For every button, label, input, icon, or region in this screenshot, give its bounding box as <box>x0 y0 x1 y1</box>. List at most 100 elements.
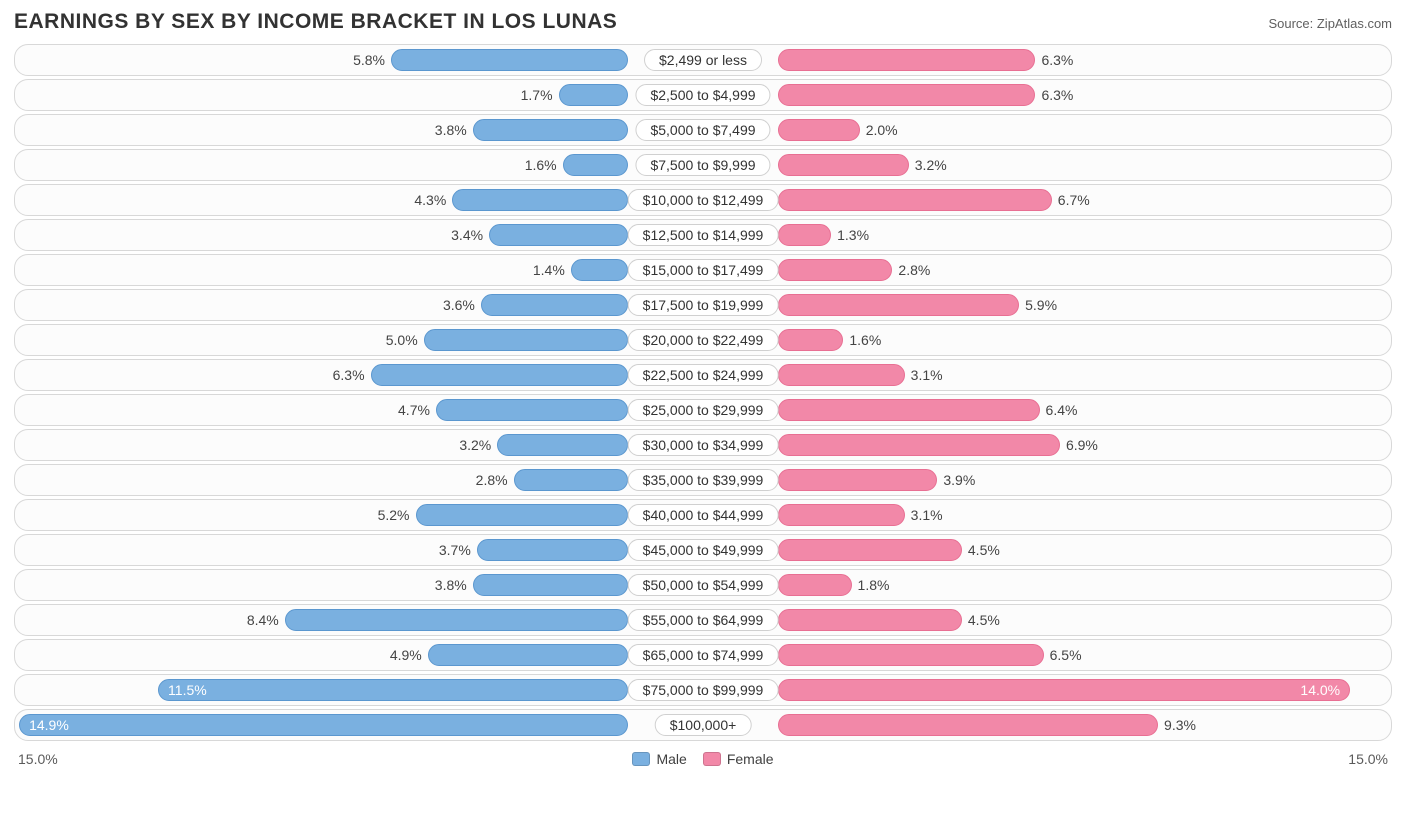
bracket-label: $100,000+ <box>655 714 752 736</box>
male-bar <box>514 469 628 491</box>
female-bar <box>778 399 1040 421</box>
bracket-label: $5,000 to $7,499 <box>635 119 770 141</box>
row-center: $55,000 to $64,999 <box>628 605 779 635</box>
male-bar <box>424 329 628 351</box>
female-value-label: 1.6% <box>843 325 887 355</box>
female-value-label: 4.5% <box>962 535 1006 565</box>
male-bar <box>563 154 628 176</box>
row-center: $7,500 to $9,999 <box>635 150 770 180</box>
legend-label-female: Female <box>727 751 774 767</box>
female-bar <box>778 434 1060 456</box>
male-bar <box>391 49 628 71</box>
female-bar <box>778 189 1052 211</box>
row-center: $2,500 to $4,999 <box>635 80 770 110</box>
chart-row: 8.4%4.5%$55,000 to $64,999 <box>14 604 1392 636</box>
female-value-label: 4.5% <box>962 605 1006 635</box>
chart-row: 11.5%14.0%$75,000 to $99,999 <box>14 674 1392 706</box>
male-value-label: 4.3% <box>408 185 452 215</box>
row-center: $2,499 or less <box>644 45 762 75</box>
bracket-label: $20,000 to $22,499 <box>628 329 779 351</box>
chart-row: 5.0% 1.6% $20,000 to $22,499 <box>14 324 1392 356</box>
male-bar <box>559 84 628 106</box>
female-value-label: 6.5% <box>1044 640 1088 670</box>
female-bar <box>778 259 892 281</box>
legend-item-male: Male <box>632 751 686 767</box>
female-value-label: 1.8% <box>852 570 896 600</box>
row-center: $40,000 to $44,999 <box>628 500 779 530</box>
bracket-label: $10,000 to $12,499 <box>628 189 779 211</box>
male-bar <box>477 539 628 561</box>
female-value-label: 6.3% <box>1035 45 1079 75</box>
male-bar <box>473 574 628 596</box>
bracket-label: $15,000 to $17,499 <box>628 259 779 281</box>
female-bar <box>778 504 905 526</box>
female-value-label: 6.3% <box>1035 80 1079 110</box>
legend-label-male: Male <box>656 751 686 767</box>
chart-row: 5.2%3.1%$40,000 to $44,999 <box>14 499 1392 531</box>
bracket-label: $7,500 to $9,999 <box>635 154 770 176</box>
male-value-label: 11.5% <box>158 675 628 705</box>
female-bar <box>778 574 852 596</box>
male-value-label: 5.8% <box>347 45 391 75</box>
bracket-label: $22,500 to $24,999 <box>628 364 779 386</box>
bracket-label: $12,500 to $14,999 <box>628 224 779 246</box>
male-value-label: 2.8% <box>470 465 514 495</box>
chart-row: 3.6%5.9%$17,500 to $19,999 <box>14 289 1392 321</box>
row-center: $75,000 to $99,999 <box>628 675 779 705</box>
bracket-label: $2,500 to $4,999 <box>635 84 770 106</box>
male-swatch-icon <box>632 752 650 766</box>
row-center: $12,500 to $14,999 <box>628 220 779 250</box>
row-center: $100,000+ <box>655 710 752 740</box>
source-credit: Source: ZipAtlas.com <box>1268 16 1392 31</box>
bracket-label: $75,000 to $99,999 <box>628 679 779 701</box>
chart-row: 4.3%6.7%$10,000 to $12,499 <box>14 184 1392 216</box>
chart-row: 3.8%1.8%$50,000 to $54,999 <box>14 569 1392 601</box>
male-bar <box>428 644 628 666</box>
chart-row: 4.9%6.5%$65,000 to $74,999 <box>14 639 1392 671</box>
axis-label-left: 15.0% <box>18 751 58 767</box>
chart-row: 4.7%6.4%$25,000 to $29,999 <box>14 394 1392 426</box>
male-bar <box>416 504 629 526</box>
chart-row: 5.8% 6.3% $2,499 or less <box>14 44 1392 76</box>
male-value-label: 1.7% <box>515 80 559 110</box>
male-value-label: 3.7% <box>433 535 477 565</box>
row-center: $45,000 to $49,999 <box>628 535 779 565</box>
chart-row: 3.2%6.9%$30,000 to $34,999 <box>14 429 1392 461</box>
row-center: $35,000 to $39,999 <box>628 465 779 495</box>
female-swatch-icon <box>703 752 721 766</box>
female-value-label: 3.1% <box>905 500 949 530</box>
bracket-label: $25,000 to $29,999 <box>628 399 779 421</box>
female-bar <box>778 364 905 386</box>
male-bar <box>285 609 628 631</box>
chart-row: 1.7% 6.3% $2,500 to $4,999 <box>14 79 1392 111</box>
male-bar <box>371 364 628 386</box>
female-bar <box>778 714 1158 736</box>
chart-row: 1.4%2.8%$15,000 to $17,499 <box>14 254 1392 286</box>
female-value-label: 6.9% <box>1060 430 1104 460</box>
row-center: $50,000 to $54,999 <box>628 570 779 600</box>
bracket-label: $65,000 to $74,999 <box>628 644 779 666</box>
legend-item-female: Female <box>703 751 774 767</box>
chart-row: 2.8%3.9%$35,000 to $39,999 <box>14 464 1392 496</box>
bracket-label: $2,499 or less <box>644 49 762 71</box>
chart-row: 3.8% 2.0% $5,000 to $7,499 <box>14 114 1392 146</box>
chart-title: EARNINGS BY SEX BY INCOME BRACKET IN LOS… <box>14 10 617 34</box>
bracket-label: $40,000 to $44,999 <box>628 504 779 526</box>
female-bar <box>778 539 962 561</box>
female-bar <box>778 609 962 631</box>
row-center: $25,000 to $29,999 <box>628 395 779 425</box>
legend: Male Female <box>632 751 773 767</box>
male-value-label: 5.0% <box>380 325 424 355</box>
male-value-label: 3.8% <box>429 115 473 145</box>
male-value-label: 6.3% <box>327 360 371 390</box>
male-bar <box>436 399 628 421</box>
bracket-label: $50,000 to $54,999 <box>628 574 779 596</box>
female-value-label: 2.0% <box>860 115 904 145</box>
axis-label-right: 15.0% <box>1348 751 1388 767</box>
female-bar <box>778 469 937 491</box>
bracket-label: $55,000 to $64,999 <box>628 609 779 631</box>
row-center: $20,000 to $22,499 <box>628 325 779 355</box>
bracket-label: $35,000 to $39,999 <box>628 469 779 491</box>
male-bar <box>489 224 628 246</box>
bracket-label: $45,000 to $49,999 <box>628 539 779 561</box>
